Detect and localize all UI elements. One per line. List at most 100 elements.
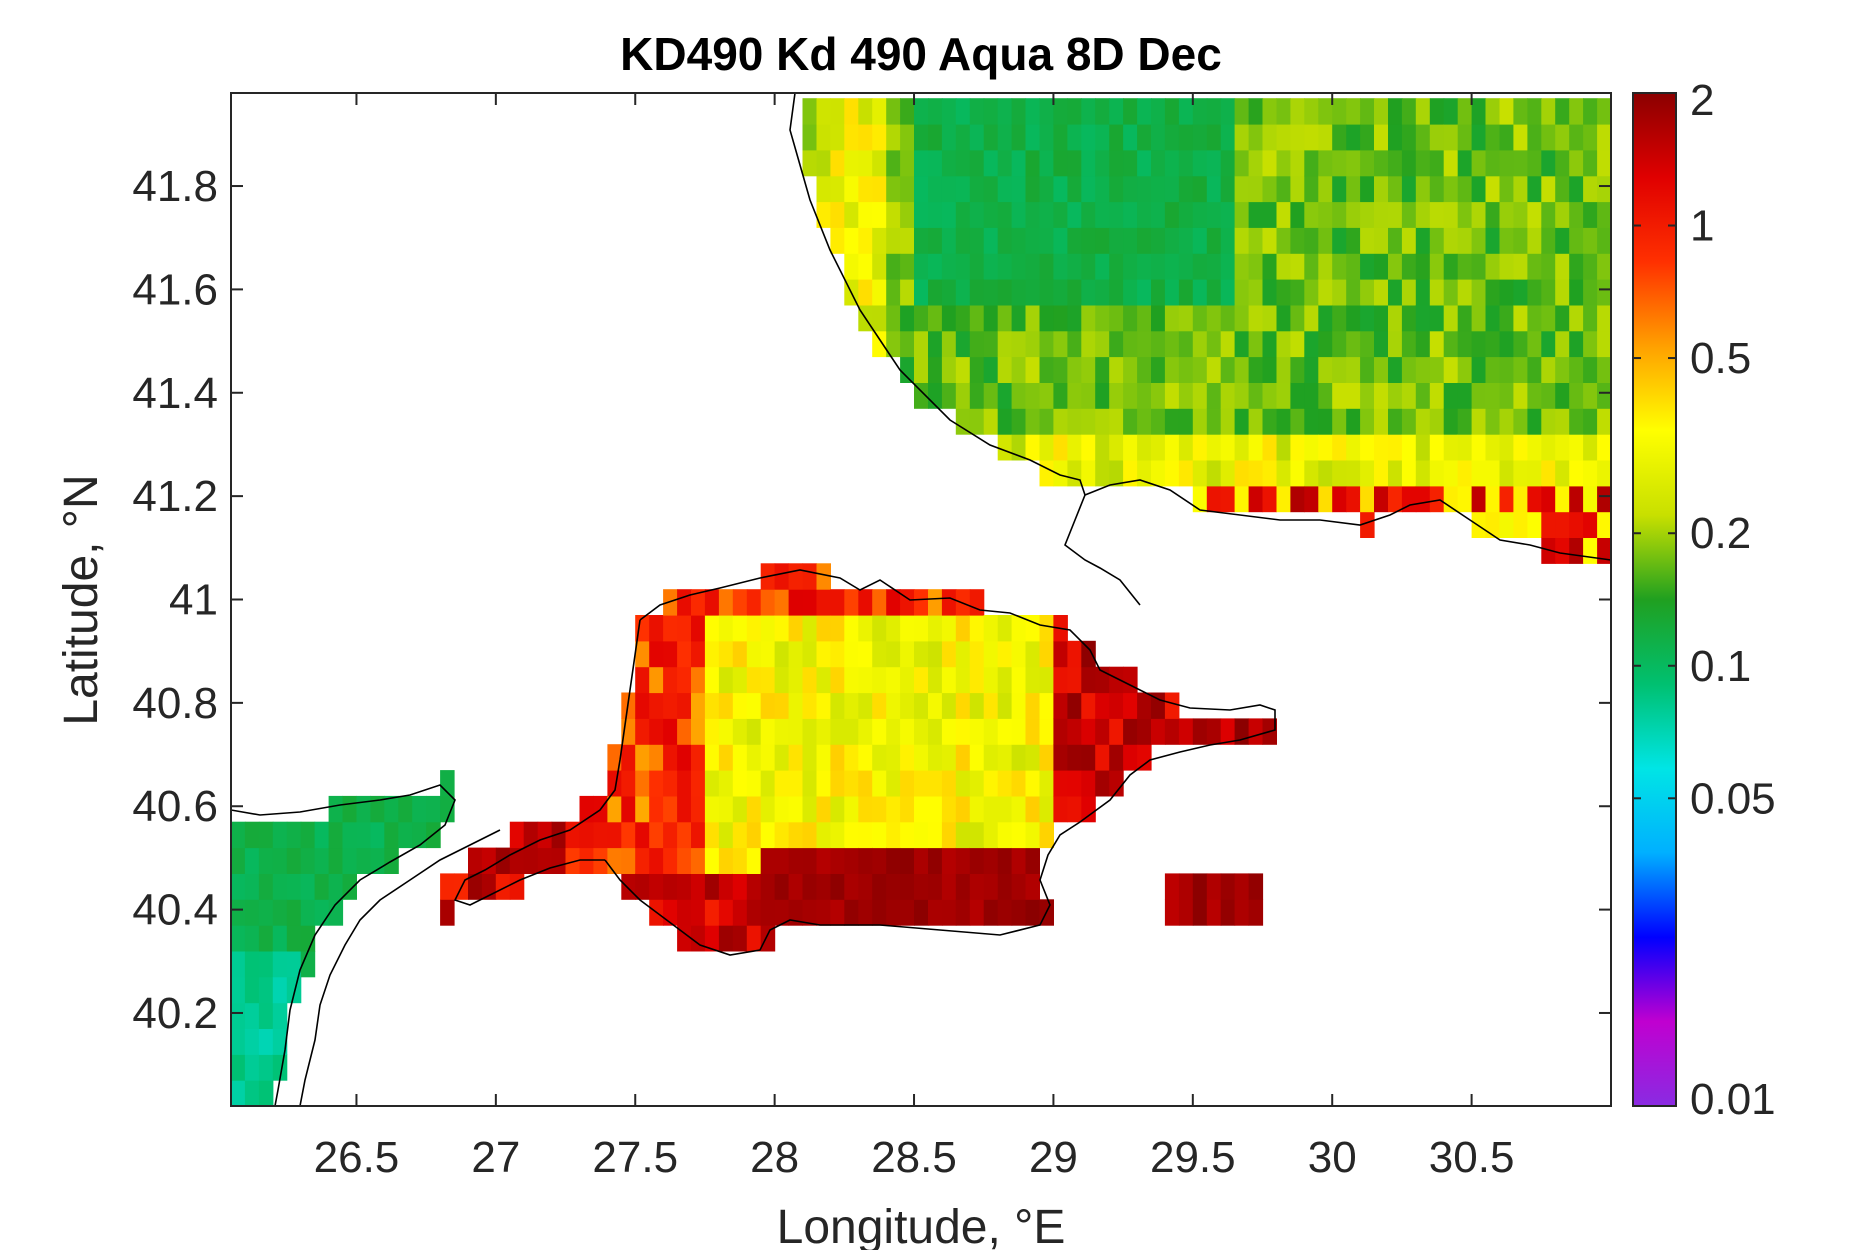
data-cell — [1011, 356, 1027, 383]
data-cell — [746, 821, 762, 849]
data-cell — [844, 201, 859, 228]
data-cell — [1053, 330, 1068, 358]
data-cell — [1318, 408, 1333, 435]
data-cell — [1401, 382, 1417, 409]
data-cell — [900, 666, 915, 694]
data-cell — [788, 718, 804, 745]
data-cell — [1025, 227, 1040, 254]
data-cell — [704, 770, 720, 797]
data-cell — [1318, 434, 1333, 461]
data-cell — [746, 692, 762, 719]
y-tick-label: 40.4 — [132, 886, 218, 935]
data-cell — [928, 666, 943, 694]
data-cell — [1095, 692, 1110, 719]
data-cell — [914, 873, 929, 900]
data-cell — [440, 795, 455, 823]
data-cell — [1499, 175, 1514, 203]
data-cell — [844, 666, 859, 694]
data-cell — [788, 563, 804, 590]
data-cell — [244, 950, 260, 978]
data-cell — [1039, 408, 1054, 435]
data-cell — [872, 795, 887, 823]
data-cell — [955, 98, 971, 125]
data-cell — [928, 770, 943, 797]
data-cell — [1039, 201, 1054, 228]
data-cell — [858, 279, 873, 306]
data-cell — [1513, 460, 1528, 487]
data-cell — [997, 434, 1013, 461]
data-cell — [258, 976, 274, 1004]
data-cell — [1151, 279, 1166, 306]
data-cell — [1039, 253, 1054, 280]
data-cell — [1527, 279, 1542, 306]
data-cell — [872, 615, 887, 642]
data-cell — [1234, 279, 1250, 306]
coastline-segment — [453, 619, 641, 906]
y-axis: 40.2 40.4 40.6 40.8 41 41.2 41.4 41.6 41.8 — [132, 162, 1611, 1038]
data-cell — [788, 821, 804, 849]
data-cell — [858, 201, 873, 228]
data-cell — [691, 692, 706, 719]
data-cell — [1206, 330, 1222, 358]
data-cell — [928, 227, 943, 254]
data-cell — [1541, 304, 1556, 332]
data-cell — [732, 692, 748, 719]
data-cell — [914, 795, 929, 823]
data-cell — [1276, 304, 1291, 332]
data-cell — [621, 744, 636, 771]
data-cell — [760, 666, 776, 694]
data-cell — [1401, 460, 1417, 487]
data-cell — [272, 873, 288, 900]
data-cell — [1123, 201, 1138, 228]
data-cell — [1401, 149, 1417, 177]
data-cell — [1095, 279, 1110, 306]
data-cell — [1151, 434, 1166, 461]
data-cell — [1192, 460, 1208, 487]
data-cell — [258, 1002, 274, 1029]
data-cell — [1109, 98, 1124, 125]
data-cell — [1415, 356, 1431, 383]
data-cell — [844, 227, 859, 254]
data-cell — [718, 615, 734, 642]
data-cell — [1220, 718, 1236, 745]
data-cell — [886, 279, 901, 306]
data-cell — [1346, 175, 1361, 203]
data-cell — [1346, 356, 1361, 383]
data-cell — [1025, 873, 1040, 900]
data-cell — [955, 382, 971, 409]
data-cell — [621, 795, 636, 823]
data-cell — [244, 873, 260, 900]
data-cell — [621, 821, 636, 849]
data-cell — [830, 615, 845, 642]
data-cell — [1234, 434, 1250, 461]
data-cell — [286, 821, 302, 849]
data-cell — [1123, 460, 1138, 487]
data-cell — [858, 124, 873, 151]
data-cell — [1039, 460, 1054, 487]
data-cell — [928, 253, 943, 280]
data-cell — [886, 640, 901, 668]
data-cell — [941, 847, 957, 874]
data-cell — [955, 227, 971, 254]
data-cell — [760, 640, 776, 668]
data-cell — [1039, 304, 1054, 332]
data-cell — [802, 744, 817, 771]
data-cell — [1234, 201, 1250, 228]
data-cell — [732, 744, 748, 771]
data-cell — [1318, 460, 1333, 487]
data-cell — [1360, 460, 1375, 487]
data-cell — [1527, 175, 1542, 203]
data-cell — [983, 227, 999, 254]
data-cell — [1401, 124, 1417, 151]
data-cell — [886, 744, 901, 771]
data-cell — [941, 201, 957, 228]
data-cell — [1081, 718, 1096, 745]
data-cell — [244, 925, 260, 952]
data-cell — [1095, 304, 1110, 332]
data-cell — [691, 718, 706, 745]
data-cell — [1220, 175, 1236, 203]
data-cell — [774, 899, 790, 926]
data-cell — [830, 873, 845, 900]
data-cell — [1053, 640, 1068, 668]
data-cell — [941, 718, 957, 745]
